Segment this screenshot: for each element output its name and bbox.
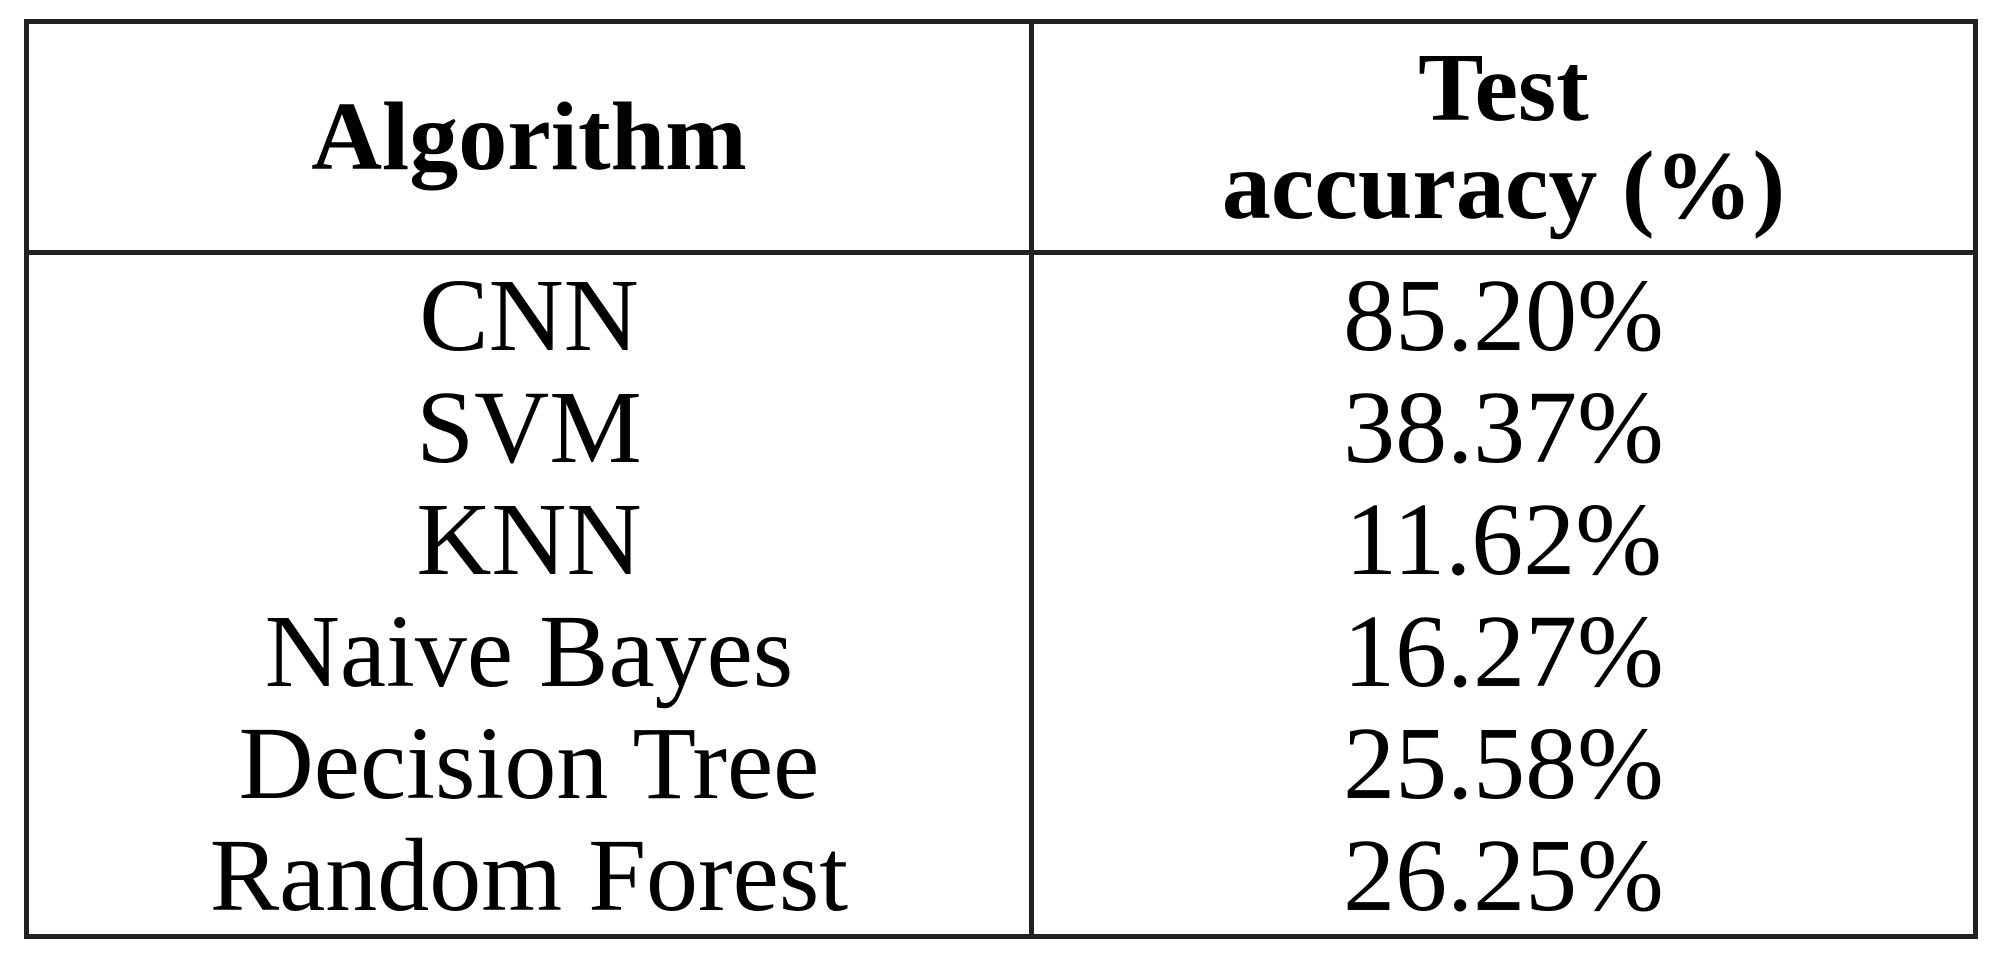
- header-test-accuracy: Test accuracy (%): [1034, 24, 1973, 250]
- table-row: CNN 85.20%: [29, 260, 1973, 372]
- table-header-row: Algorithm Test accuracy (%): [29, 24, 1973, 250]
- accuracy-cell: 85.20%: [1343, 258, 1664, 373]
- accuracy-cell: 25.58%: [1343, 706, 1664, 821]
- header-algorithm-label: Algorithm: [311, 83, 747, 191]
- table-row: Random Forest 26.25%: [29, 820, 1973, 932]
- table-row: SVM 38.37%: [29, 372, 1973, 484]
- accuracy-cell: 38.37%: [1343, 370, 1664, 485]
- table-row: Naive Bayes 16.27%: [29, 596, 1973, 708]
- table-body: CNN 85.20% SVM 38.37% KNN 11.62% Naive B…: [29, 260, 1973, 932]
- header-algorithm: Algorithm: [29, 24, 1029, 250]
- algorithm-cell: Naive Bayes: [264, 594, 794, 709]
- algorithm-cell: KNN: [416, 482, 642, 597]
- header-accuracy-line-1: Test: [1418, 34, 1589, 142]
- algorithm-cell: Random Forest: [209, 818, 849, 933]
- table-row: Decision Tree 25.58%: [29, 708, 1973, 820]
- accuracy-cell: 16.27%: [1343, 594, 1664, 709]
- algorithm-cell: SVM: [416, 370, 642, 485]
- header-accuracy-line-2: accuracy (%): [1221, 132, 1786, 240]
- results-table: Algorithm Test accuracy (%) CNN 85.20% S…: [24, 19, 1978, 939]
- column-divider: [1029, 24, 1034, 934]
- table-row: KNN 11.62%: [29, 484, 1973, 596]
- accuracy-cell: 26.25%: [1343, 818, 1664, 933]
- algorithm-cell: Decision Tree: [238, 706, 820, 821]
- accuracy-cell: 11.62%: [1345, 482, 1662, 597]
- header-rule: [29, 250, 1973, 255]
- algorithm-cell: CNN: [419, 258, 639, 373]
